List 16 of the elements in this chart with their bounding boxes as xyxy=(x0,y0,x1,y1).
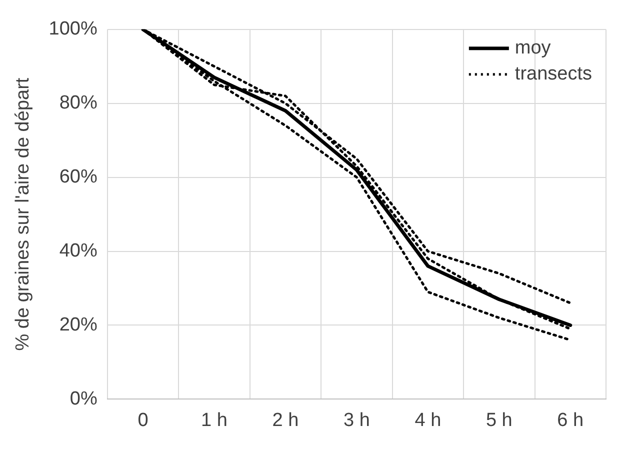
x-tick-label: 0 xyxy=(138,410,148,431)
x-tick-label: 1 h xyxy=(201,410,228,431)
y-axis-title: % de graines sur l'aire de départ xyxy=(12,77,34,351)
y-tick-label: 0% xyxy=(70,388,98,410)
y-tick-label: 60% xyxy=(59,166,98,188)
legend-label: transects xyxy=(514,64,592,85)
x-tick-label: 4 h xyxy=(414,410,442,431)
x-tick-label: 3 h xyxy=(343,410,370,431)
y-tick-label: 40% xyxy=(59,240,98,262)
x-tick-label: 5 h xyxy=(486,410,512,431)
x-tick-label: 6 h xyxy=(557,410,584,431)
x-tick-label: 2 h xyxy=(272,410,299,431)
legend-label: moy xyxy=(514,38,552,59)
y-tick-label: 100% xyxy=(48,18,98,40)
y-tick-label: 80% xyxy=(59,92,98,114)
y-tick-label: 20% xyxy=(59,314,98,336)
